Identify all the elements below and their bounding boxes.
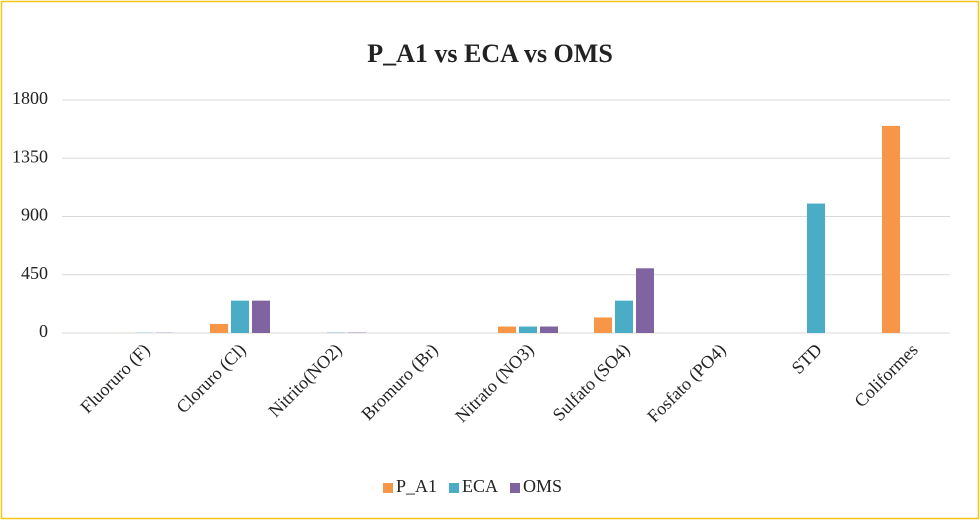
bar: [210, 323, 228, 333]
legend-swatch: [449, 483, 460, 493]
bar: [252, 300, 270, 333]
bar: [519, 326, 537, 333]
y-tick-label: 900: [21, 205, 48, 225]
bar: [540, 326, 558, 333]
bar: [636, 268, 654, 333]
legend-swatch: [510, 483, 521, 493]
bar: [807, 203, 825, 333]
bar: [615, 300, 633, 333]
bar: [594, 317, 612, 333]
y-tick-label: 1800: [12, 88, 48, 108]
y-tick-label: 1350: [12, 146, 48, 166]
legend-label: P_A1: [396, 476, 437, 496]
y-tick-label: 450: [21, 263, 48, 283]
bar: [231, 300, 249, 333]
legend-swatch: [383, 483, 393, 493]
bar: [882, 125, 900, 333]
y-tick-label: 0: [39, 321, 48, 341]
bar: [498, 326, 516, 333]
legend-label: OMS: [523, 476, 562, 496]
chart-title: P_A1 vs ECA vs OMS: [367, 39, 613, 68]
legend-label: ECA: [462, 476, 498, 496]
